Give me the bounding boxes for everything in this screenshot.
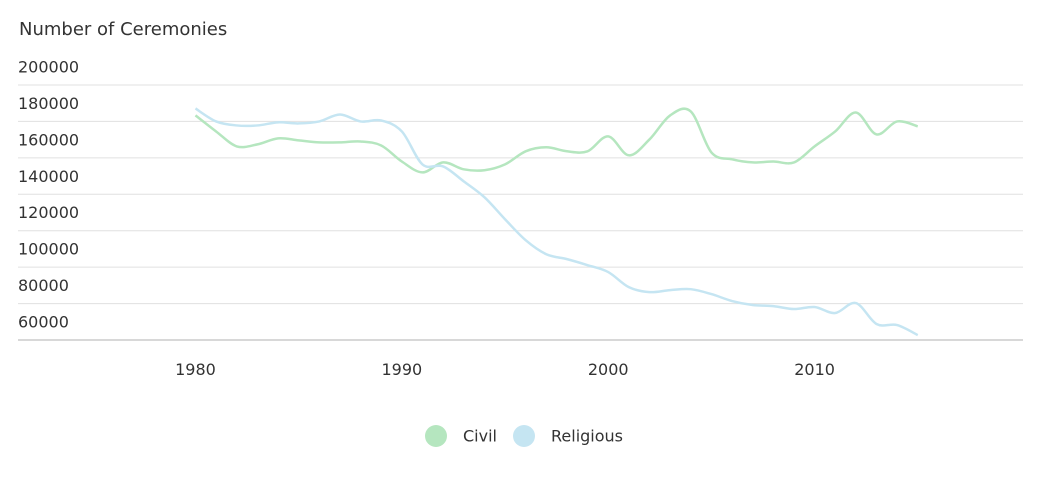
legend-marker <box>513 425 535 447</box>
y-tick-label: 160000 <box>18 130 79 149</box>
x-tick-label: 2010 <box>794 360 835 379</box>
y-axis-title: Number of Ceremonies <box>19 19 227 40</box>
y-tick-label: 200000 <box>18 58 79 77</box>
y-tick-label: 60000 <box>18 313 69 332</box>
y-tick-label: 180000 <box>18 94 79 113</box>
series-line <box>194 107 919 337</box>
x-tick-label: 1980 <box>175 360 216 379</box>
y-tick-label: 140000 <box>18 167 79 186</box>
series-line <box>194 107 919 174</box>
legend-marker <box>425 425 447 447</box>
x-tick-label: 2000 <box>588 360 629 379</box>
y-tick-label: 100000 <box>18 240 79 259</box>
x-tick-label: 1990 <box>381 360 422 379</box>
y-tick-label: 120000 <box>18 203 79 222</box>
legend-label: Civil <box>463 427 497 446</box>
legend-label: Religious <box>551 427 623 446</box>
y-tick-label: 80000 <box>18 276 69 295</box>
